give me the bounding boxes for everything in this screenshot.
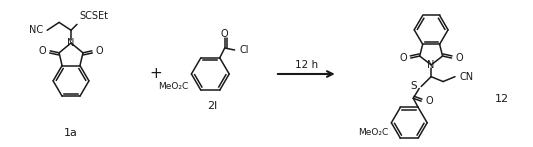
Text: 2l: 2l	[207, 101, 217, 111]
Text: O: O	[38, 46, 46, 56]
Text: N: N	[67, 38, 75, 48]
Text: MeO₂C: MeO₂C	[158, 82, 188, 91]
Text: 12: 12	[495, 93, 509, 103]
Text: O: O	[96, 46, 103, 56]
Text: 12 h: 12 h	[295, 60, 318, 70]
Text: S: S	[410, 81, 417, 91]
Text: MeO₂C: MeO₂C	[358, 128, 389, 137]
Text: O: O	[399, 53, 407, 63]
Text: N: N	[427, 60, 435, 70]
Text: +: +	[149, 66, 162, 81]
Text: CN: CN	[460, 72, 474, 82]
Text: 1a: 1a	[64, 128, 78, 138]
Text: O: O	[425, 96, 433, 106]
Text: SCSEt: SCSEt	[79, 11, 108, 21]
Text: Cl: Cl	[240, 45, 249, 55]
Text: NC: NC	[29, 25, 43, 35]
Text: O: O	[221, 29, 229, 39]
Text: O: O	[456, 53, 463, 63]
